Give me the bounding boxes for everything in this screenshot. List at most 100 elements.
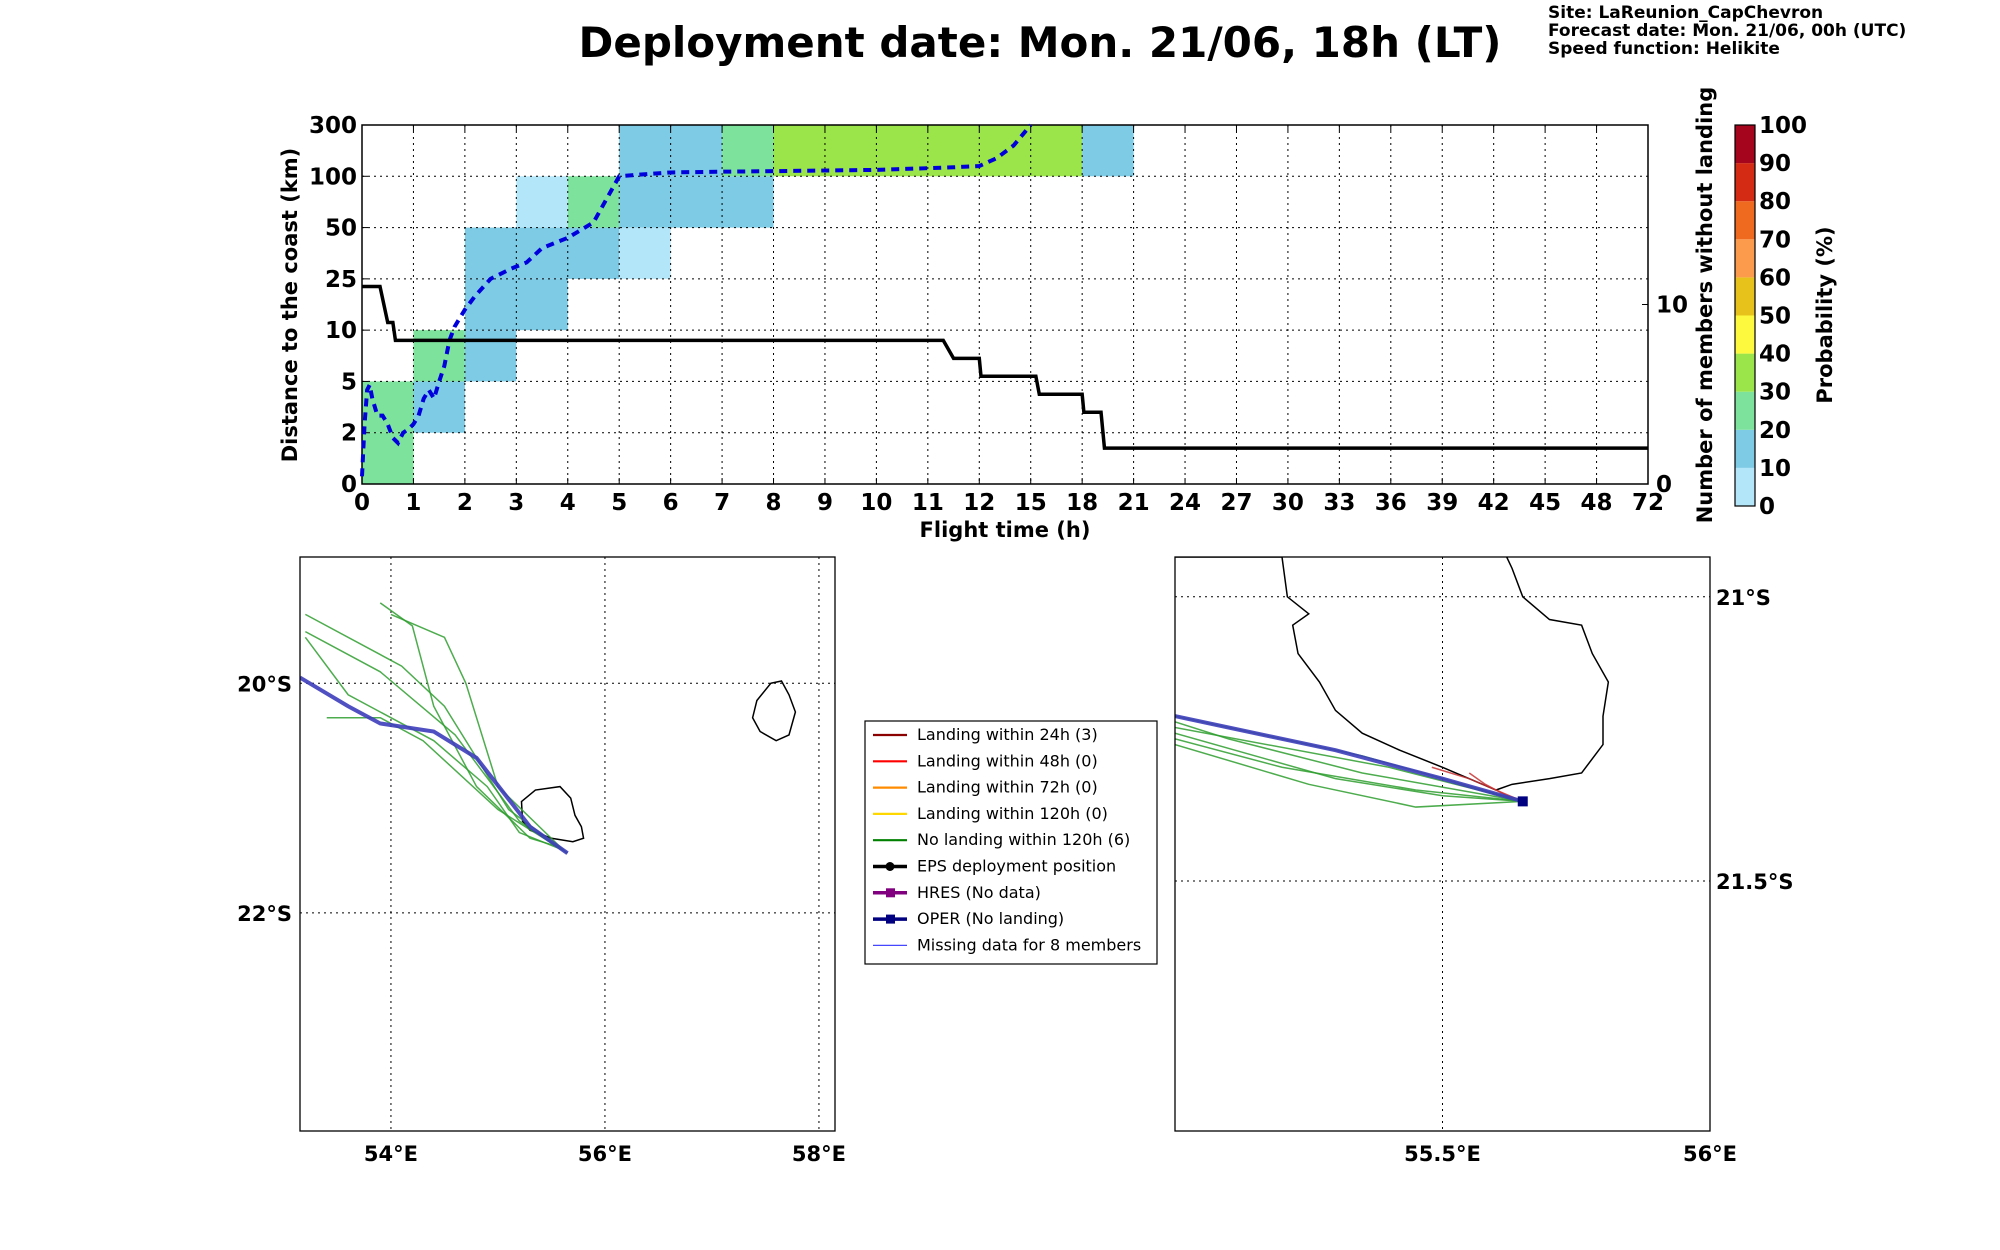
latitude-label: 20°S [237,672,292,696]
oper-track [1175,714,1524,804]
colorbar-segment [1735,429,1755,468]
map-frame [299,556,836,1132]
x-tick-label: 27 [1220,490,1252,516]
legend-label: No landing within 120h (6) [917,830,1130,849]
forecast-info: Forecast date: Mon. 21/06, 00h (UTC) [1548,21,1906,41]
main-title: Deployment date: Mon. 21/06, 18h (LT) [578,18,1501,67]
colorbar-tick-label: 70 [1759,227,1791,253]
x-tick-label: 72 [1632,490,1664,516]
colorbar-tick-label: 0 [1759,494,1775,520]
longitude-label: 56°E [1683,1142,1737,1166]
x-tick-label: 1 [405,490,421,516]
colorbar-tick-label: 90 [1759,151,1791,177]
x-tick-label: 18 [1066,490,1098,516]
y2-tick-label: 0 [1656,472,1672,498]
longitude-label: 55.5°E [1404,1142,1481,1166]
x-tick-label: 4 [560,490,576,516]
colorbar-segment [1735,125,1755,164]
colorbar-frame [1734,124,1756,507]
eps-track [390,613,565,852]
legend-swatch-marker [886,914,895,924]
eps-track [379,602,558,848]
heatmap-cell [722,125,774,177]
longitude-label: 58°E [792,1142,846,1166]
island-coastline [751,680,797,742]
legend-label: Landing within 24h (3) [917,725,1098,744]
heatmap-cell [362,381,414,433]
eps-track [326,716,563,851]
heatmap-cell [413,330,465,382]
y-tick-label: 25 [325,267,357,293]
colorbar-tick-label: 20 [1759,418,1791,444]
y-tick-label: 100 [309,164,357,190]
heatmap-cell [464,330,517,382]
y-tick-label: 0 [341,472,357,498]
legend-label: Missing data for 8 members [917,935,1141,954]
heatmap-cell [619,227,671,279]
x-tick-label: 36 [1375,490,1407,516]
colorbar-tick-label: 30 [1759,380,1791,406]
legend-swatch-marker [886,888,895,898]
x-tick-label: 7 [714,490,730,516]
map-overview: 54°E 56°E 58°E 20°S 22°S [237,556,846,1166]
x-tick-label: 6 [663,490,679,516]
y-tick-label: 10 [325,318,357,344]
heatmap-cell [516,176,568,228]
median-distance-line [360,123,1033,477]
y-tick-label: 5 [341,369,357,395]
x-tick-label: 42 [1478,490,1510,516]
legend: Landing within 24h (3) Landing within 48h… [864,720,1158,965]
colorbar: 0 10 20 30 40 50 60 70 80 90 100 Probability (%) [1734,113,1837,520]
y2-tick-label: 10 [1656,293,1688,319]
legend-label: Landing within 120h (0) [917,804,1108,823]
legend-label: HRES (No data) [917,883,1041,902]
info-block: Site: LaReunion_CapChevron Forecast date… [1548,3,1906,59]
x-tick-label: 24 [1169,490,1201,516]
colorbar-segment [1735,315,1755,354]
heatmap-chart: 0 1 2 3 4 5 6 7 8 9 10 11 12 15 18 21 24 27 30 33 36 39 42 45 48… [278,87,1717,542]
colorbar-tick-label: 10 [1759,456,1791,482]
coastline [1175,557,1610,791]
heatmap-cell [413,381,465,433]
heatmap-cell [464,227,620,279]
x-tick-label: 21 [1118,490,1150,516]
colorbar-tick-label: 40 [1759,342,1791,368]
legend-label: EPS deployment position [917,857,1116,876]
x-axis-label: Flight time (h) [920,518,1091,542]
x-tick-label: 2 [457,490,473,516]
x-tick-label: 3 [508,490,524,516]
x-tick-label: 30 [1272,490,1304,516]
colorbar-segment [1735,163,1755,202]
eps-track [1175,738,1523,803]
colorbar-segment [1735,467,1755,506]
y-tick-label: 2 [341,421,357,447]
legend-label: OPER (No landing) [917,909,1064,928]
y-tick-label: 50 [325,216,357,242]
members-without-landing-line [362,284,1648,450]
legend-swatch-marker [885,862,895,871]
y2-axis-label: Number of members without landing [1693,87,1717,524]
eps-track [1175,743,1523,808]
speed-info: Speed function: Helikite [1548,39,1780,59]
site-info: Site: LaReunion_CapChevron [1548,3,1823,23]
map-zoom: 55.5°E 56°E 21°S 21.5°S [1174,556,1793,1166]
heatmap-cell [464,278,568,331]
colorbar-segment [1735,201,1755,240]
colorbar-tick-label: 60 [1759,265,1791,291]
eps-track [1175,732,1523,803]
heatmap-cell [567,176,620,228]
colorbar-segment [1735,353,1755,392]
x-tick-label: 15 [1015,490,1047,516]
colorbar-segment [1735,391,1755,430]
heatmap-cell [1082,125,1134,177]
oper-track [300,675,569,855]
x-tick-label: 5 [611,490,627,516]
map-frame [1174,556,1711,1132]
x-tick-label: 45 [1529,490,1561,516]
latitude-label: 21°S [1716,586,1771,610]
legend-label: Landing within 48h (0) [917,751,1098,770]
latitude-label: 22°S [237,902,292,926]
map-content [1175,557,1710,1131]
x-tick-label: 33 [1323,490,1355,516]
